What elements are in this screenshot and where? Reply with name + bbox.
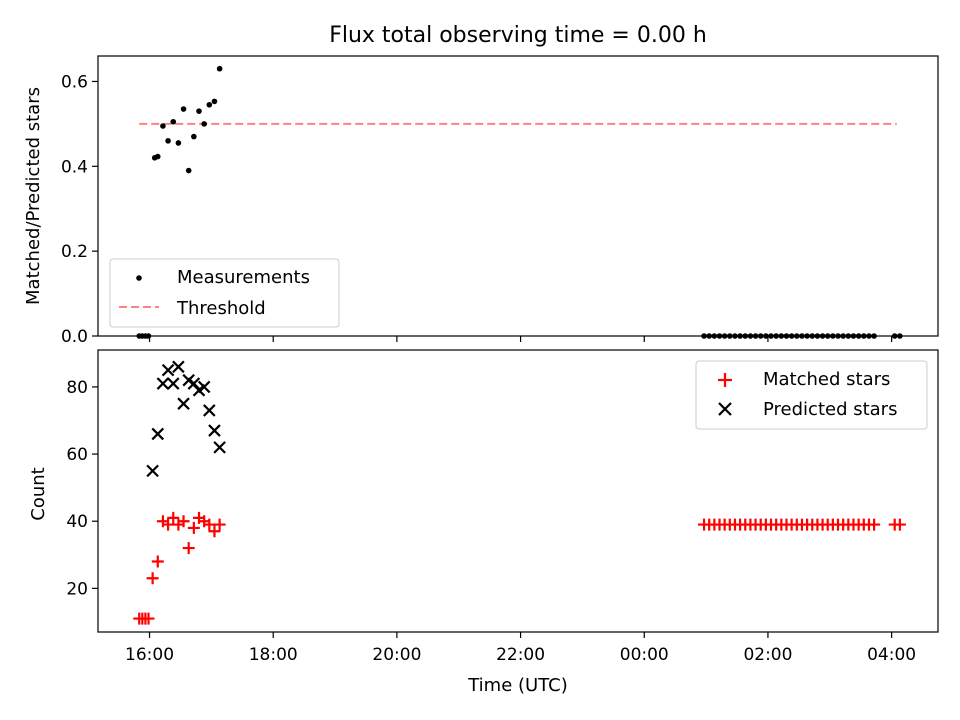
predicted-star-point bbox=[187, 377, 201, 390]
measurement-point bbox=[154, 153, 161, 160]
bottom-axes-frame bbox=[97, 349, 939, 633]
x-tick-label: 04:00 bbox=[867, 645, 916, 665]
measurement-point bbox=[201, 121, 207, 127]
predicted-star-point bbox=[146, 464, 159, 478]
measurement-point bbox=[175, 140, 182, 146]
matched-star-point bbox=[142, 612, 155, 625]
top-y-tick-label: 0.4 bbox=[61, 157, 88, 177]
matched-star-point bbox=[213, 518, 226, 531]
top-y-axis-label: Matched/Predicted stars bbox=[23, 87, 44, 305]
bottom-y-tick-label: 60 bbox=[66, 445, 88, 465]
top-y-tick-label: 0.2 bbox=[61, 242, 88, 262]
matched-star-point bbox=[151, 555, 164, 568]
predicted-star-point bbox=[197, 380, 211, 394]
predicted-star-point bbox=[177, 397, 190, 410]
top-axes-frame bbox=[97, 55, 939, 337]
predicted-star-point bbox=[172, 360, 185, 374]
measurement-point bbox=[196, 108, 202, 114]
measurement-point bbox=[216, 65, 223, 72]
top-y-tick-label: 0.0 bbox=[61, 327, 88, 347]
predicted-star-point bbox=[203, 404, 216, 417]
legend-marker-matched-stars bbox=[718, 373, 732, 387]
legend-label-threshold: Threshold bbox=[176, 298, 266, 319]
predicted-star-point bbox=[161, 363, 175, 377]
legend-label-measurements: Measurements bbox=[177, 267, 310, 288]
legend-label-predicted-stars: Predicted stars bbox=[763, 399, 897, 420]
matched-star-point bbox=[167, 511, 180, 524]
bottom-y-tick-label: 20 bbox=[66, 579, 88, 599]
legend-label-matched-stars: Matched stars bbox=[763, 369, 890, 390]
x-tick-label: 00:00 bbox=[620, 645, 669, 665]
predicted-star-point bbox=[151, 427, 165, 441]
bottom-legend: Matched stars Predicted stars bbox=[695, 360, 928, 430]
bottom-y-tick-label: 80 bbox=[66, 378, 88, 398]
measurement-point bbox=[185, 167, 192, 174]
x-axis-label: Time (UTC) bbox=[467, 675, 568, 696]
x-tick-label: 18:00 bbox=[249, 645, 298, 665]
bottom-y-axis-label: Count bbox=[28, 467, 49, 520]
predicted-star-point bbox=[213, 441, 226, 454]
measurement-point bbox=[160, 123, 166, 129]
x-tick-label: 16:00 bbox=[125, 645, 174, 665]
top-legend-box bbox=[109, 258, 340, 328]
measurement-point bbox=[165, 138, 171, 144]
x-tick-label: 22:00 bbox=[496, 645, 545, 665]
predicted-star-point bbox=[156, 377, 170, 390]
top-plot-area: 0.0 0.2 0.4 0.6 bbox=[61, 65, 903, 347]
matched-star-point bbox=[203, 518, 216, 531]
measurement-point bbox=[180, 106, 187, 112]
measurement-point bbox=[211, 98, 218, 105]
predicted-star-point bbox=[166, 377, 180, 390]
top-legend: Measurements Threshold bbox=[109, 258, 340, 328]
matched-star-point bbox=[182, 542, 195, 555]
measurement-point bbox=[191, 133, 197, 140]
measurement-point bbox=[206, 101, 213, 108]
bottom-y-tick-label: 40 bbox=[66, 512, 88, 532]
legend-marker-measurements bbox=[136, 275, 142, 281]
bottom-legend-box bbox=[695, 360, 928, 430]
legend-marker-predicted-stars bbox=[718, 402, 732, 416]
matched-star-point bbox=[868, 518, 881, 531]
matched-star-point bbox=[893, 518, 906, 531]
x-tick-label: 20:00 bbox=[372, 645, 421, 665]
bottom-plot-area: 20 40 60 80 16:00 18:00 20:00 22:00 00:00 02:00 04… bbox=[66, 360, 916, 665]
predicted-star-point bbox=[208, 424, 221, 437]
top-y-tick-label: 0.6 bbox=[61, 72, 88, 92]
measurement-point bbox=[170, 118, 177, 125]
x-tick-label: 02:00 bbox=[743, 645, 792, 665]
matched-star-point bbox=[187, 521, 200, 534]
chart-title: Flux total observing time = 0.00 h bbox=[329, 23, 707, 48]
matched-star-point bbox=[208, 525, 221, 538]
matched-star-point bbox=[177, 515, 190, 528]
matched-star-point bbox=[146, 572, 159, 585]
matched-star-point bbox=[162, 518, 175, 531]
